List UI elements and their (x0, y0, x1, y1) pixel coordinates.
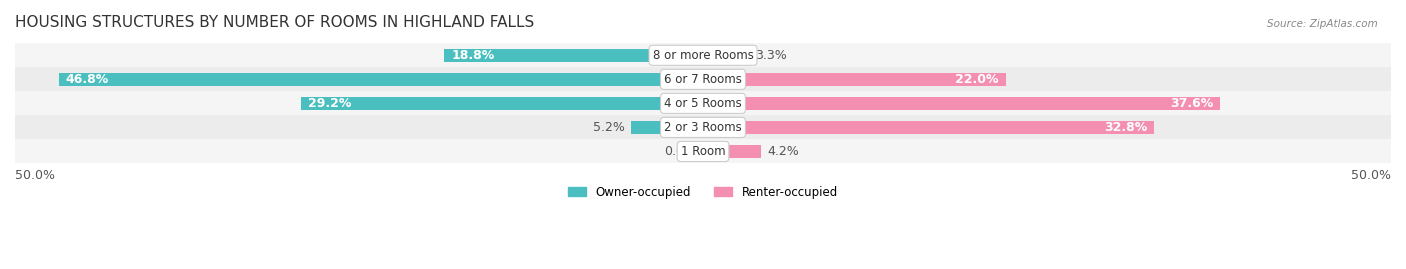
Text: 32.8%: 32.8% (1104, 121, 1147, 134)
Text: 50.0%: 50.0% (15, 169, 55, 182)
Text: 0.0%: 0.0% (664, 145, 696, 158)
Text: 2 or 3 Rooms: 2 or 3 Rooms (664, 121, 742, 134)
Bar (631, 121, 703, 134)
Text: 3.3%: 3.3% (755, 49, 787, 62)
Bar (15, 115, 1391, 139)
Bar (444, 49, 703, 62)
Bar (15, 91, 1391, 115)
Text: 18.8%: 18.8% (451, 49, 495, 62)
Text: 29.2%: 29.2% (308, 97, 352, 110)
Text: 1 Room: 1 Room (681, 145, 725, 158)
Text: 22.0%: 22.0% (955, 73, 998, 86)
Text: Source: ZipAtlas.com: Source: ZipAtlas.com (1267, 19, 1378, 29)
Bar (703, 49, 748, 62)
Bar (15, 139, 1391, 164)
Text: 4.2%: 4.2% (768, 145, 800, 158)
Bar (703, 73, 1005, 86)
Text: 46.8%: 46.8% (66, 73, 110, 86)
Bar (703, 121, 1154, 134)
Text: 6 or 7 Rooms: 6 or 7 Rooms (664, 73, 742, 86)
Bar (703, 97, 1220, 110)
Text: 8 or more Rooms: 8 or more Rooms (652, 49, 754, 62)
Bar (703, 145, 761, 158)
Bar (15, 67, 1391, 91)
Text: HOUSING STRUCTURES BY NUMBER OF ROOMS IN HIGHLAND FALLS: HOUSING STRUCTURES BY NUMBER OF ROOMS IN… (15, 15, 534, 30)
Bar (301, 97, 703, 110)
Text: 50.0%: 50.0% (1351, 169, 1391, 182)
Legend: Owner-occupied, Renter-occupied: Owner-occupied, Renter-occupied (564, 181, 842, 204)
Bar (15, 43, 1391, 67)
Text: 5.2%: 5.2% (593, 121, 624, 134)
Text: 37.6%: 37.6% (1170, 97, 1213, 110)
Text: 4 or 5 Rooms: 4 or 5 Rooms (664, 97, 742, 110)
Bar (59, 73, 703, 86)
